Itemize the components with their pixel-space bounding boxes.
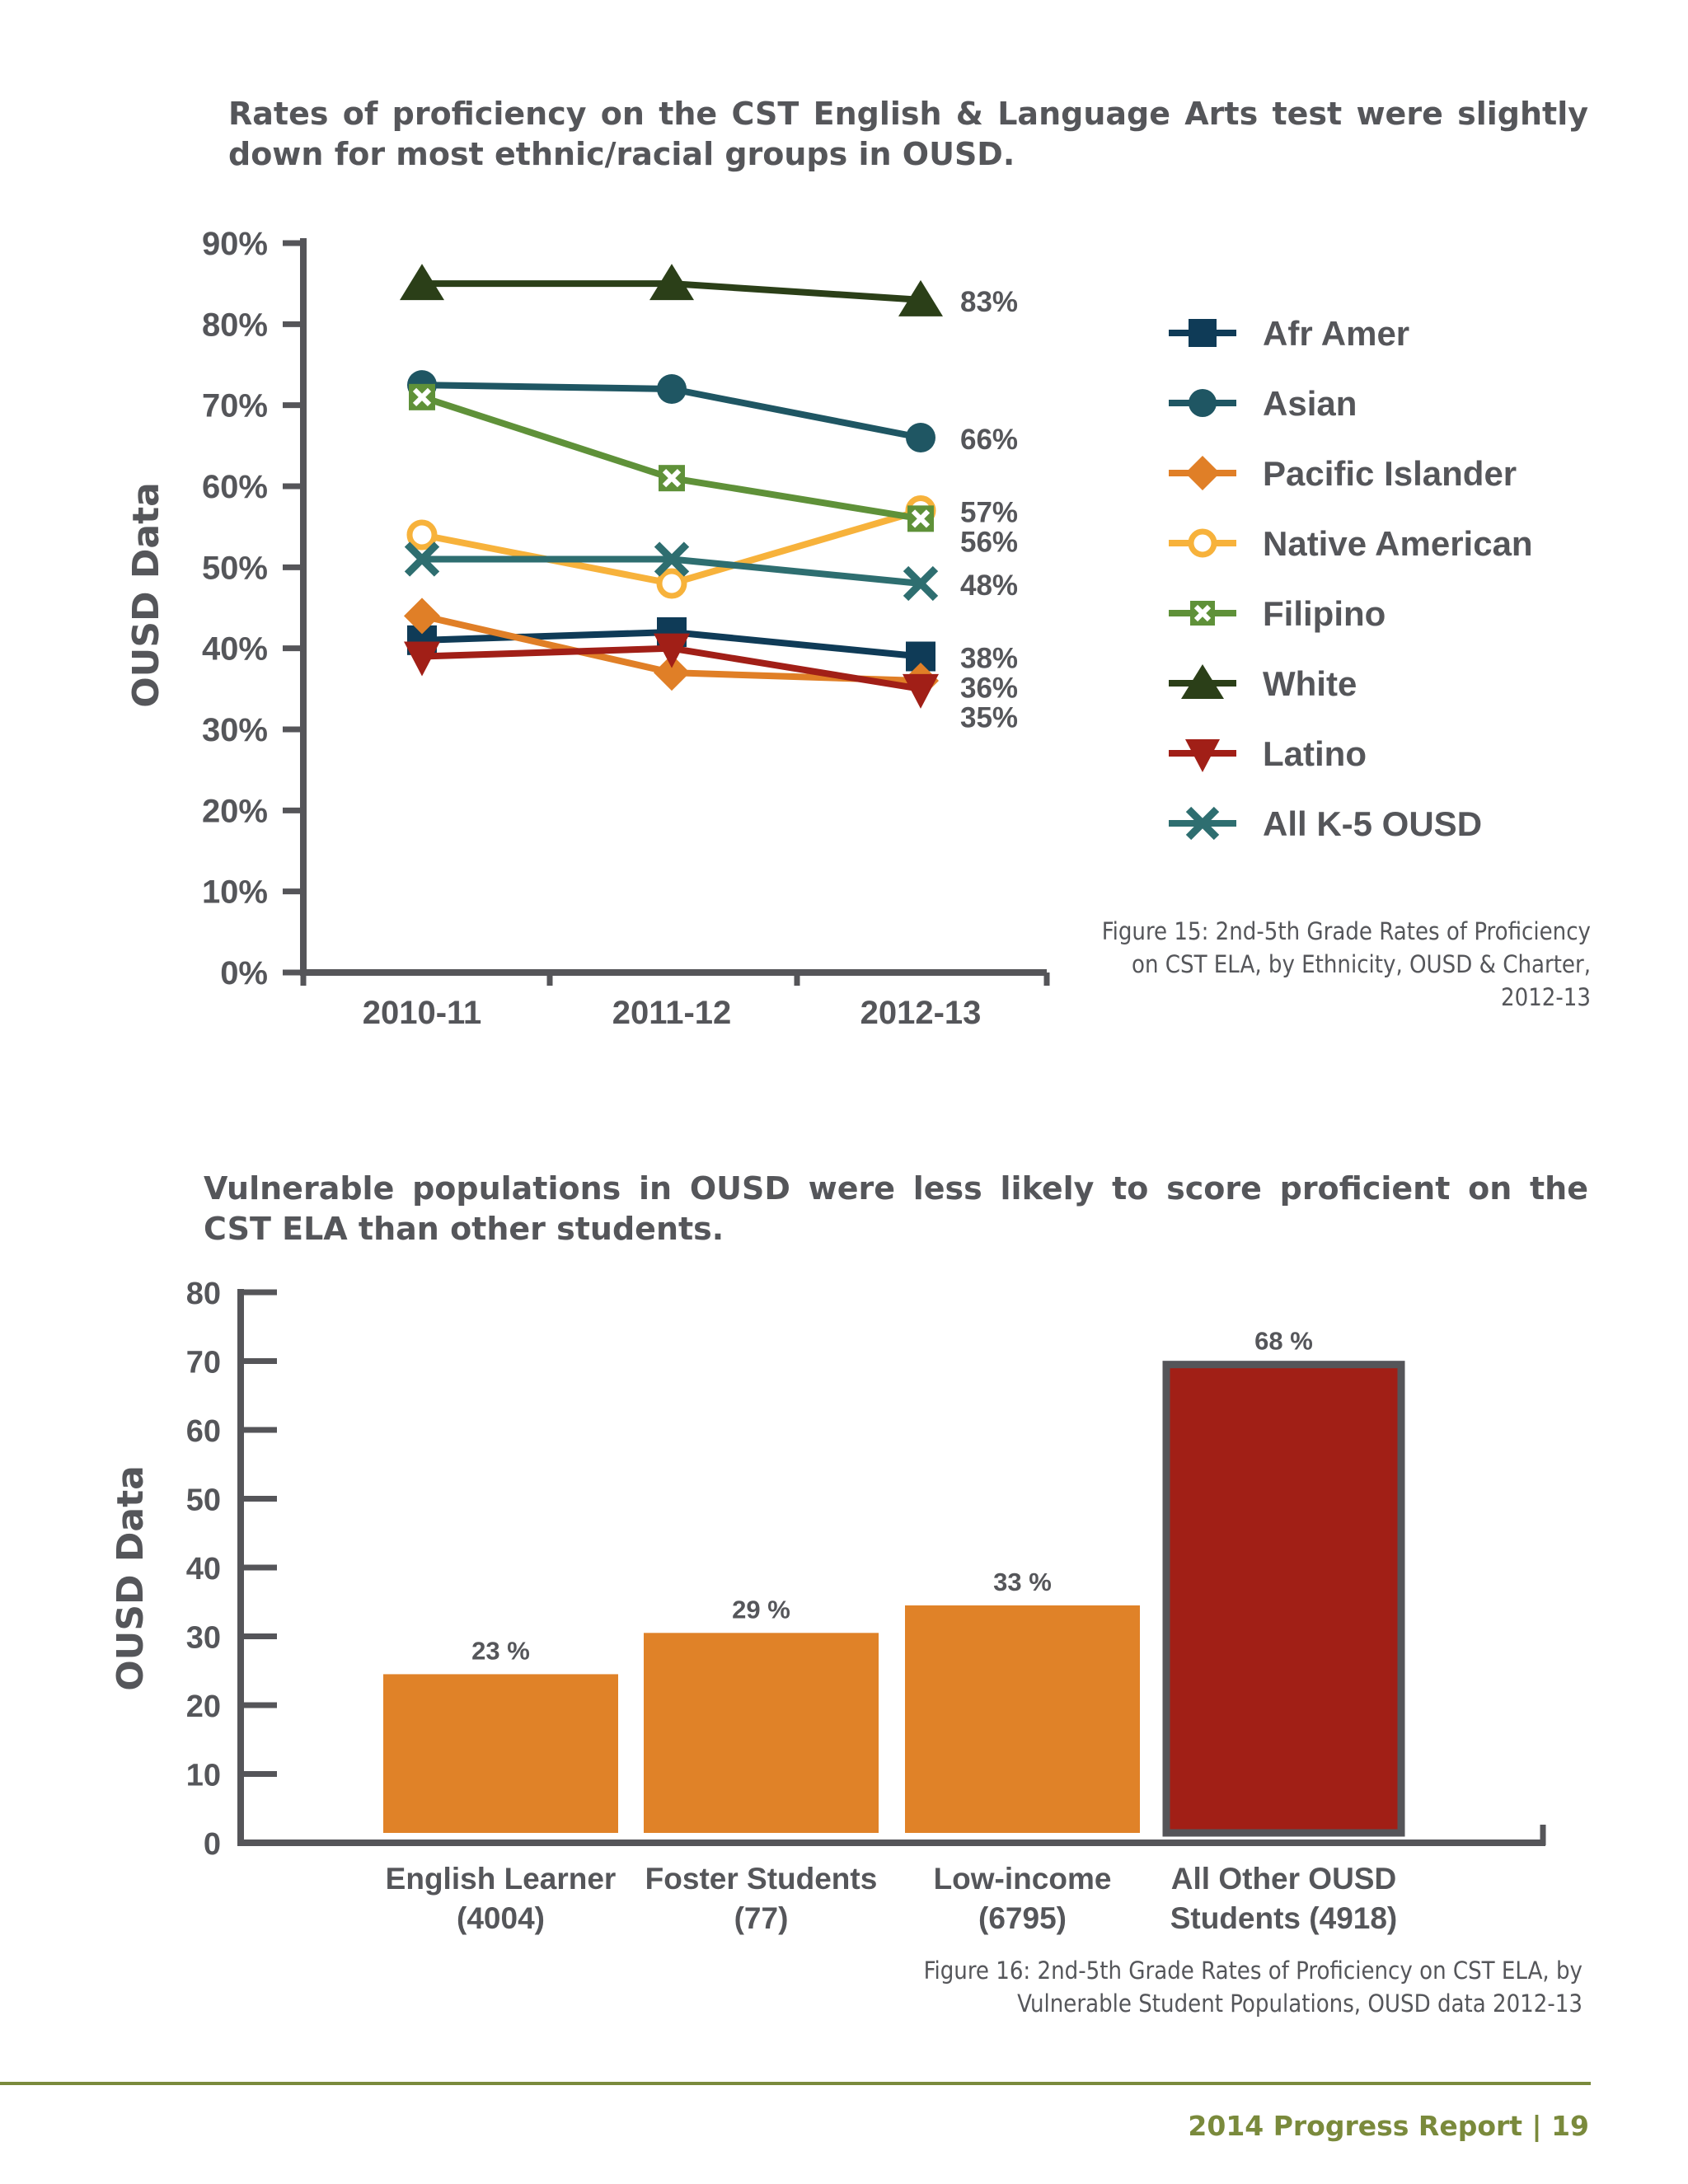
x-tick-label: English Learner [386,1862,617,1896]
marker-box-x [662,469,682,488]
bar-1 [644,1633,879,1833]
bar-value-label: 23 % [471,1636,530,1665]
bar-value-label: 29 % [732,1595,790,1624]
legend-label: Latino [1263,734,1367,773]
legend-label: Asian [1263,384,1357,423]
marker-x [1185,806,1220,841]
bar-3 [1162,1361,1405,1837]
y-tick-label: 80 [186,1277,221,1311]
y-tick-label: 30% [202,712,268,748]
end-label: 36% [960,673,1018,705]
marker-box-x [1193,604,1212,622]
y-axis-label: OUSD Data [125,482,167,708]
figure-caption-15: Figure 15: 2nd-5th Grade Rates of Profic… [1101,917,1591,1011]
marker-circle [906,423,935,452]
marker-x [404,541,440,577]
x-tick-label: (4004) [457,1901,545,1935]
x-tick-label: 2012-13 [860,995,982,1031]
marker-open-circle [656,568,687,599]
page-footer: 2014 Progress Report | 19 [1188,2110,1589,2142]
y-tick-label: 50% [202,550,268,586]
marker-triangle-down [903,673,939,709]
chart-heading-vulnerable: Vulnerable populations in OUSD were less… [204,1170,1588,1247]
marker-triangle-up [1181,664,1224,699]
x-tick-label: (77) [734,1901,789,1935]
x-tick-label: 2011-12 [612,995,732,1031]
x-tick-label: All Other OUSD [1171,1862,1396,1896]
marker-open-circle [406,519,438,551]
y-tick-label: 0% [220,955,268,991]
bar-value-label: 33 % [993,1568,1052,1596]
marker-diamond [404,598,440,635]
y-tick-label: 70 [186,1346,221,1380]
end-label: 56% [960,527,1018,559]
legend-label: Native American [1263,524,1533,563]
marker-triangle-up [400,264,444,301]
legend-label: All K-5 OUSD [1263,804,1482,843]
marker-triangle-down [404,641,440,677]
y-tick-label: 70% [202,388,268,424]
y-tick-label: 80% [202,307,268,343]
marker-x [903,565,939,602]
end-label: 38% [960,643,1018,675]
y-tick-label: 60% [202,469,268,505]
y-tick-label: 10% [202,874,268,911]
x-tick-label: 2010-11 [363,995,482,1031]
bar-2 [905,1605,1140,1833]
line-chart-ethnicity: OUSD Data 0% 10% 20% 30% 40% 50% 60% 70% 80% 90% 20… [125,226,1533,1031]
y-tick-label: 90% [202,226,268,262]
marker-triangle-up [649,264,694,301]
y-tick-label: 20% [202,793,268,829]
marker-diamond [654,654,690,691]
marker-circle [1189,389,1217,417]
marker-box-x [412,387,432,406]
y-axis-label: OUSD Data [110,1465,152,1691]
footer-rule [0,2082,1591,2085]
marker-triangle-down [1185,739,1220,772]
legend-label: Filipino [1263,594,1386,633]
bar-value-label: 68 % [1254,1327,1313,1356]
bar-chart-vulnerable: OUSD Data 0 10 20 30 40 50 60 70 80 23 % English Le… [110,1277,1546,1935]
legend-label: White [1263,664,1357,703]
end-label: 66% [960,424,1018,456]
figure-caption-16: Figure 16: 2nd-5th Grade Rates of Profic… [923,1957,1582,2018]
y-tick-label: 40% [202,631,268,668]
series-line-4 [420,394,921,523]
x-tick-label: Low-income [934,1862,1112,1896]
marker-diamond [1185,456,1220,490]
y-tick-label: 0 [204,1827,221,1862]
marker-x [654,541,690,577]
y-tick-label: 50 [186,1483,221,1518]
marker-square [1189,319,1217,347]
x-tick-label: Students (4918) [1170,1901,1398,1935]
end-label: 57% [960,497,1018,529]
y-tick-label: 60 [186,1414,221,1449]
y-tick-label: 30 [186,1621,221,1656]
end-label: 48% [960,569,1018,602]
chart-heading-ethnicity: Rates of proficiency on the CST English … [228,96,1588,172]
end-label: 35% [960,702,1018,734]
bar-0 [383,1674,618,1833]
marker-box-x [911,509,931,528]
end-label: 83% [960,286,1018,318]
y-tick-label: 40 [186,1552,221,1586]
x-tick-label: (6795) [978,1901,1067,1935]
marker-open-circle [1188,528,1217,558]
legend-label: Pacific Islander [1263,454,1517,493]
x-tick-label: Foster Students [645,1862,878,1896]
y-tick-label: 20 [186,1690,221,1724]
legend-label: Afr Amer [1263,314,1409,353]
marker-circle [657,374,687,404]
marker-triangle-up [898,279,943,316]
marker-triangle-down [654,633,690,668]
y-tick-label: 10 [186,1759,221,1793]
